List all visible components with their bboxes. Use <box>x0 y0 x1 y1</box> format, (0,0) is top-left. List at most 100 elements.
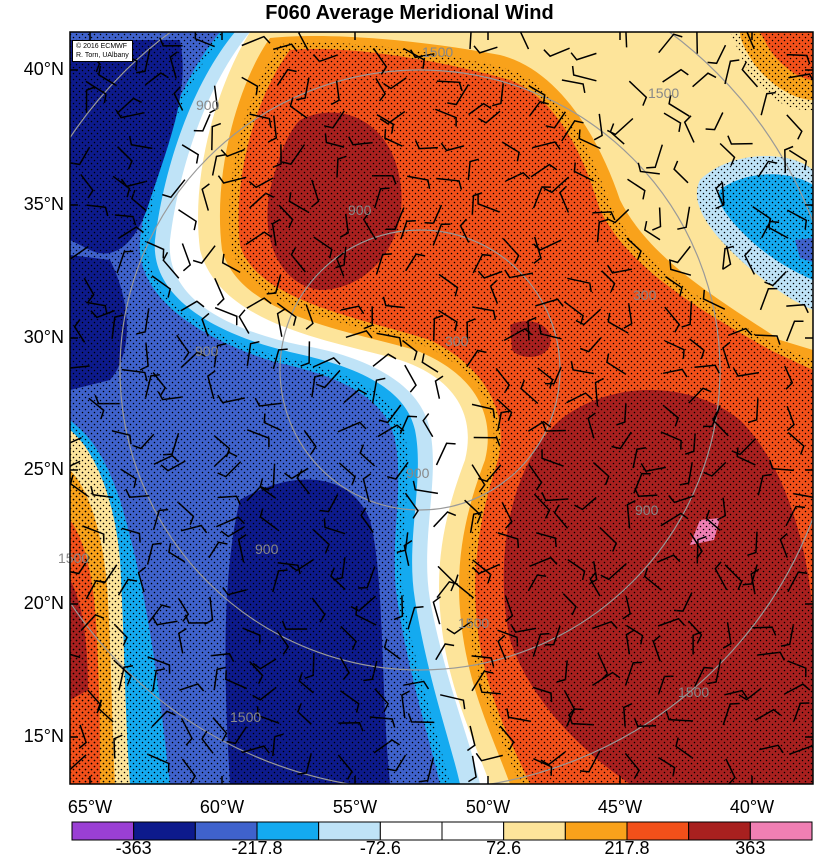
lon-label: 55°W <box>332 797 378 817</box>
wind-barb <box>159 37 183 47</box>
wind-barb <box>290 246 306 273</box>
wind-barb <box>563 301 584 325</box>
wind-barb <box>242 627 261 645</box>
credit-line-1: © 2016 ECMWF <box>76 43 128 50</box>
wind-barb <box>162 251 180 279</box>
wind-barb <box>376 114 395 134</box>
wind-barb <box>83 277 95 303</box>
wind-barb <box>399 415 418 435</box>
wind-barb <box>217 175 247 184</box>
wind-barb <box>117 578 138 596</box>
wind-barb <box>527 420 552 432</box>
wind-barb <box>116 250 134 274</box>
wind-barb <box>625 629 635 655</box>
wind-barb <box>689 338 705 360</box>
wind-barb <box>705 509 721 531</box>
wind-barb <box>131 189 147 212</box>
wind-barb <box>362 212 377 241</box>
wind-barb <box>237 533 247 563</box>
wind-barb <box>575 308 602 326</box>
wind-barb <box>192 245 216 264</box>
wind-barb <box>372 175 397 185</box>
wind-barb <box>121 527 141 543</box>
wind-barb <box>571 65 597 82</box>
wind-barb <box>403 539 413 566</box>
wind-barb <box>330 567 346 591</box>
wind-barb <box>731 438 757 456</box>
wind-barb <box>259 478 277 499</box>
wind-barb <box>252 658 277 670</box>
wind-barb <box>414 140 438 150</box>
wind-barb <box>120 178 148 188</box>
colorbar-label: -363 <box>115 838 152 858</box>
wind-barb <box>297 753 312 775</box>
wind-barb <box>241 76 259 96</box>
wind-barb <box>324 133 345 148</box>
wind-barb <box>70 460 81 467</box>
wind-barb <box>724 689 748 699</box>
wind-barb <box>374 688 390 713</box>
wind-barb <box>477 194 500 213</box>
wind-barb <box>136 308 150 335</box>
wind-barb <box>263 413 283 432</box>
wind-barb <box>736 447 756 466</box>
wind-barb <box>337 754 353 780</box>
wind-barb <box>86 204 109 217</box>
wind-barb <box>478 464 502 483</box>
wind-barb <box>355 605 377 626</box>
wind-barb <box>303 430 317 455</box>
wind-barb <box>88 397 105 420</box>
wind-barb <box>363 306 373 330</box>
wind-barb <box>759 744 784 754</box>
wind-barb <box>527 574 547 592</box>
wind-barb <box>609 123 625 145</box>
wind-barb <box>747 531 758 557</box>
wind-barb <box>333 557 346 581</box>
wind-barb <box>340 305 365 315</box>
wind-barb <box>114 214 137 226</box>
wind-barb <box>492 83 504 107</box>
wind-barb <box>254 397 282 407</box>
wind-barb <box>788 149 808 171</box>
wind-barb <box>296 469 311 495</box>
wind-barb <box>246 429 270 448</box>
wind-barb <box>528 100 549 117</box>
wind-barb <box>532 186 551 209</box>
wind-barb <box>541 449 564 467</box>
wind-barb <box>473 45 498 54</box>
wind-barb <box>117 146 133 170</box>
wind-barb <box>407 713 435 724</box>
wind-barb <box>616 403 627 426</box>
wind-barb <box>657 617 686 627</box>
wind-barb <box>724 59 740 85</box>
wind-barb <box>738 687 762 701</box>
wind-barb <box>311 374 324 398</box>
wind-barb <box>179 683 205 692</box>
wind-barb <box>786 320 804 342</box>
wind-barb <box>626 500 636 529</box>
wind-barb <box>112 175 131 198</box>
wind-barb <box>607 264 633 274</box>
wind-barb <box>87 689 102 714</box>
wind-barb <box>544 625 561 646</box>
range-ring-label: 300 <box>633 287 657 303</box>
wind-barb <box>732 367 760 377</box>
wind-barb <box>436 80 463 92</box>
wind-barb <box>541 491 569 502</box>
lon-label: 60°W <box>199 797 245 817</box>
lon-label: 50°W <box>465 797 511 817</box>
wind-barb <box>151 710 176 728</box>
wind-barb <box>176 501 195 525</box>
wind-barb <box>757 160 778 178</box>
wind-barb <box>540 751 566 766</box>
wind-barb <box>535 532 557 548</box>
wind-barb <box>687 620 703 644</box>
wind-barb <box>561 79 586 94</box>
wind-barb <box>259 508 280 532</box>
wind-barb <box>623 303 633 329</box>
colorbar <box>71 821 813 841</box>
wind-barb <box>384 129 403 147</box>
wind-barb <box>446 620 473 635</box>
lat-label: 40°N <box>23 59 64 79</box>
wind-barb <box>459 218 470 243</box>
